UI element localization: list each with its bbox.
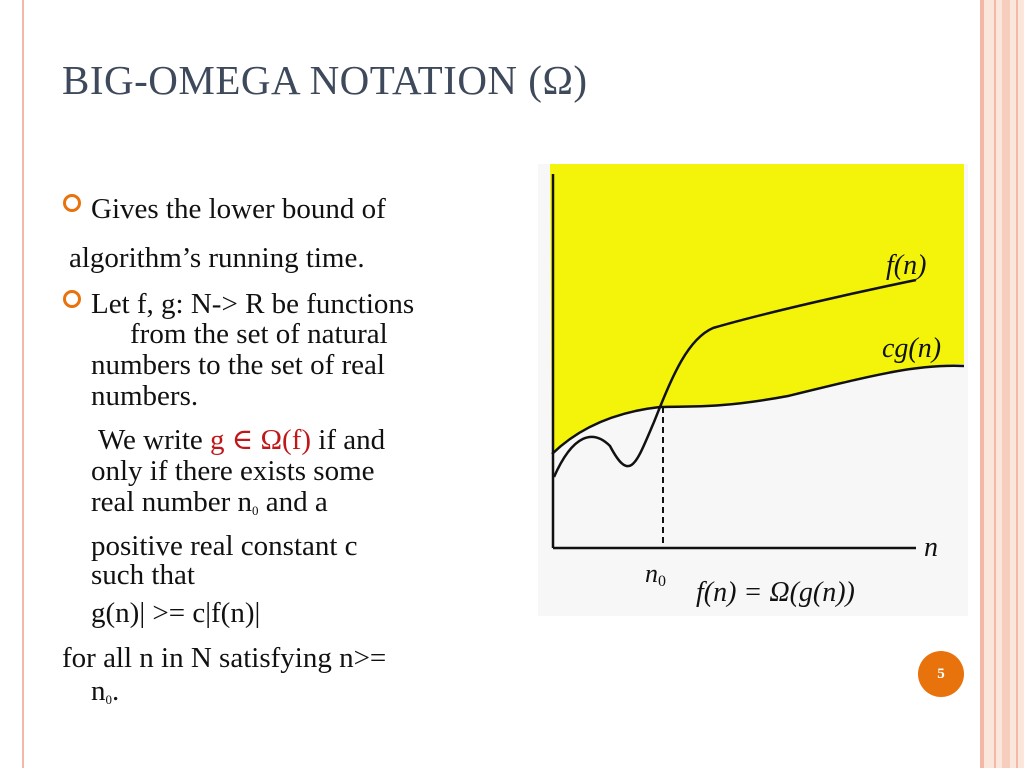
x-axis-label: n bbox=[924, 532, 938, 563]
big-omega-diagram-svg: f(n) cg(n) n n0 f(n) = Ω(g(n)) bbox=[550, 164, 965, 608]
bullet-2-line-1: Let f, g: N-> R be functions bbox=[91, 288, 415, 320]
bullet-2-line-2: from the set of natural bbox=[130, 318, 388, 350]
region-above-cg bbox=[550, 164, 964, 454]
bullet-2-line-3: numbers to the set of real bbox=[91, 349, 385, 381]
we-write-line: We write g ∈ Ω(f) if and bbox=[98, 424, 385, 456]
bullet-1-line-1: Gives the lower bound of bbox=[91, 193, 386, 225]
page-number-badge: 5 bbox=[918, 651, 964, 697]
ring-bullet-icon bbox=[63, 194, 81, 212]
f-curve-label: f(n) bbox=[886, 250, 926, 281]
bullet-2-line-9: such that bbox=[91, 559, 195, 591]
n0-label: n0 bbox=[645, 559, 666, 590]
inequality-line: g(n)| >= c|f(n)| bbox=[91, 597, 261, 629]
n0-final-subscript: 0 bbox=[105, 692, 113, 707]
left-border-rule bbox=[22, 0, 24, 768]
n0-label-sub: 0 bbox=[658, 573, 666, 590]
bullet-2-line-6: only if there exists some bbox=[91, 455, 375, 487]
n-text: n bbox=[91, 675, 106, 707]
real-number-line: real number n0 and a bbox=[91, 486, 328, 527]
if-and-text: if and bbox=[318, 424, 386, 456]
slide-title: BIG-OMEGA NOTATION (Ω) bbox=[62, 57, 588, 103]
bullet-2-line-8: positive real constant c bbox=[91, 530, 358, 562]
n0-subscript: 0 bbox=[252, 503, 259, 518]
ring-bullet-icon bbox=[63, 290, 81, 308]
for-all-line: for all n in N satisfying n>= bbox=[62, 642, 387, 674]
big-omega-diagram: f(n) cg(n) n n0 f(n) = Ω(g(n)) bbox=[538, 164, 968, 616]
omega-membership-expression: g ∈ Ω(f) bbox=[210, 424, 312, 456]
right-decorative-stripes bbox=[980, 0, 1024, 768]
cg-curve bbox=[551, 364, 965, 455]
period-text: . bbox=[112, 675, 120, 707]
bullet-2-line-4: numbers. bbox=[91, 380, 199, 412]
and-a-text: and a bbox=[265, 486, 328, 518]
formula-label: f(n) = Ω(g(n)) bbox=[696, 577, 855, 608]
n0-label-n: n bbox=[645, 559, 658, 588]
n0-final-line: n0. bbox=[91, 675, 119, 716]
f-curve bbox=[552, 278, 917, 478]
bullet-1-line-2: algorithm’s running time. bbox=[69, 242, 365, 274]
we-write-text: We write bbox=[98, 424, 203, 456]
real-number-text: real number n bbox=[91, 486, 253, 518]
cg-curve-label: cg(n) bbox=[882, 333, 941, 364]
